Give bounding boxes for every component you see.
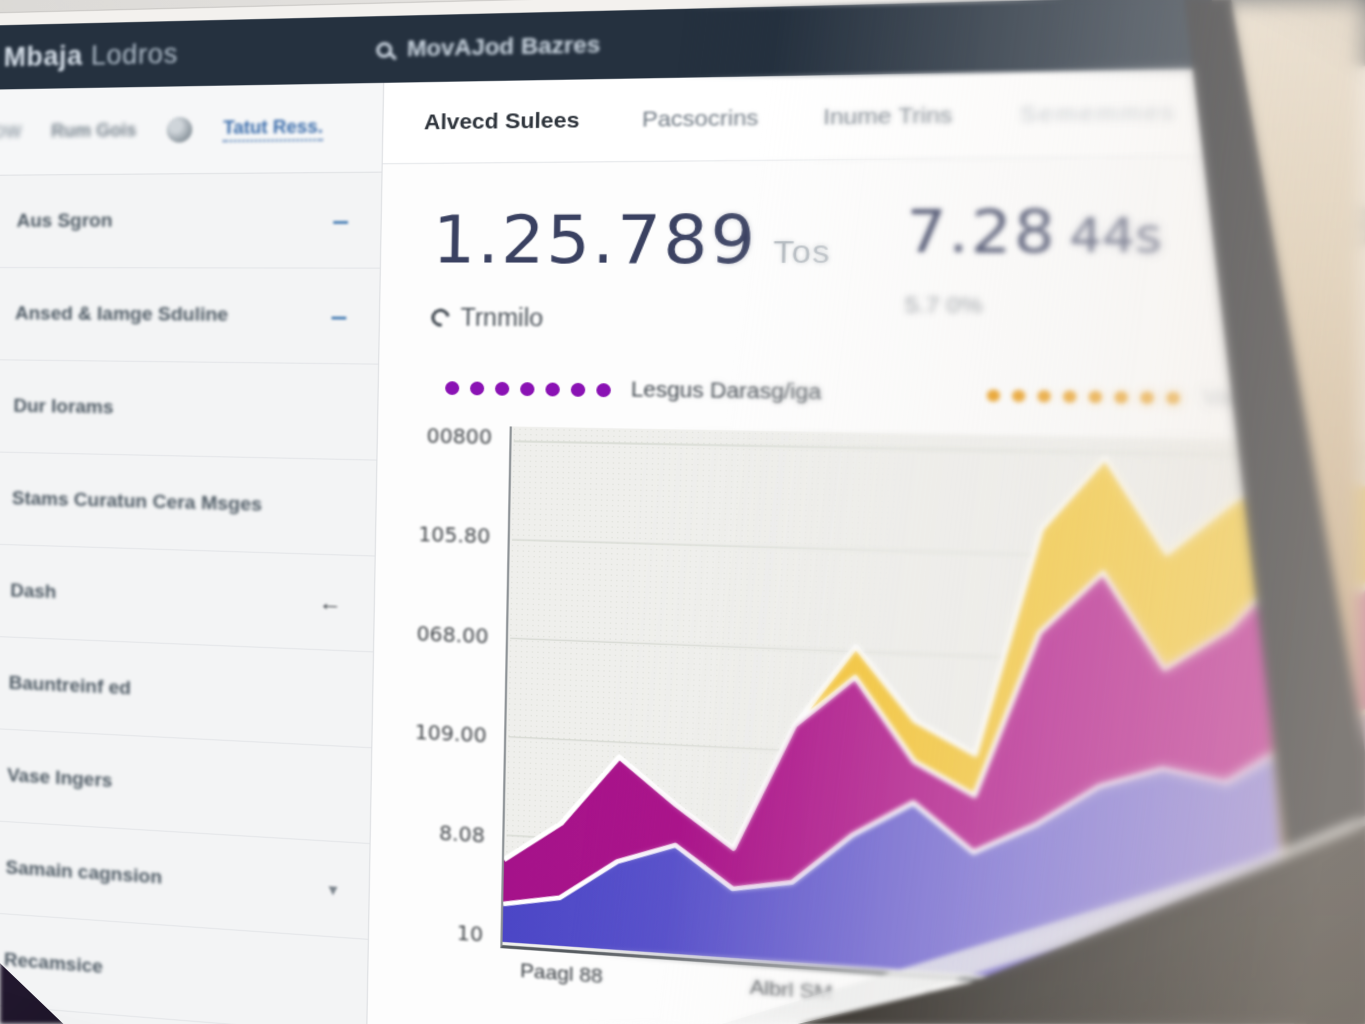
- chart-area: 00800 105.80 068.00 109.00 8.08 10: [369, 399, 1365, 1024]
- metric-secondary-value2: 44s: [1068, 208, 1163, 264]
- toolbar-fragment: OW: [0, 121, 22, 142]
- metric-primary-sub: Trnmilo: [427, 303, 830, 335]
- sidebar-item-label: Samain cagnsion: [5, 856, 163, 889]
- table-row-label: [1277, 933, 1365, 961]
- legend-dot: [545, 382, 560, 397]
- toolbar-circle-icon[interactable]: [166, 116, 193, 143]
- chevron-down-icon[interactable]: ▾: [328, 880, 338, 899]
- summary-table: [1273, 933, 1365, 1024]
- back-arrow-icon[interactable]: ←: [318, 588, 343, 616]
- metric-secondary: 7.28 44s 5.7 0%: [904, 198, 1163, 338]
- metrics-row: 1.25.789 Tos Trnmilo 7.28 44s 5.7 0% 28.88…: [380, 152, 1365, 343]
- sidebar-toolbar: OW Rum Gois Tatut Ress.: [0, 82, 384, 176]
- x-tick-label: AA 9.8: [921, 988, 989, 1017]
- metric-primary-sub-label: Trnmilo: [460, 303, 544, 332]
- legend-primary-label: Lesgus Darasg/iga: [630, 378, 822, 405]
- legend-dot: [1165, 391, 1180, 405]
- sidebar-item-label: Stams Curatun Cera Msges: [11, 487, 263, 516]
- x-tick-label: Albrl SM: [749, 976, 833, 1006]
- x-tick-label: Ale 9: [1211, 1009, 1267, 1024]
- legend-dot: [1088, 390, 1103, 404]
- y-tick-label: 105.80: [418, 523, 491, 549]
- tabs-search-icon[interactable]: [1246, 104, 1263, 119]
- legend-dot: [445, 381, 460, 396]
- toolbar-runs-item[interactable]: Rum Gois: [51, 119, 137, 142]
- sidebar-item-3[interactable]: Dur Iorams: [0, 360, 379, 461]
- app-logo[interactable]: Mbaja Lodros: [3, 38, 178, 73]
- legend-secondary[interactable]: Vae lel Tra: [986, 383, 1321, 413]
- legend-secondary-label: Vae lel Tra: [1201, 385, 1322, 413]
- toolbar-tatut-link[interactable]: Tatut Ress.: [223, 115, 324, 142]
- tab-3[interactable]: Inume Trins: [823, 102, 953, 130]
- metric-primary: 1.25.789 Tos Trnmilo: [427, 199, 832, 335]
- metric-tertiary-sub: Iy nas cint: [1240, 284, 1345, 309]
- sidebar-item-label: Vase Ingers: [6, 764, 113, 792]
- tab-4[interactable]: Sememmes: [1019, 99, 1177, 127]
- legend-dot: [1011, 389, 1026, 403]
- legend-dot: [520, 382, 535, 397]
- collapse-icon[interactable]: –: [332, 203, 350, 236]
- sidebar-item-label: Bauntreinf ed: [8, 672, 132, 699]
- y-tick-label: 10: [456, 921, 484, 947]
- table-row[interactable]: [1276, 973, 1365, 1024]
- sidebar-item-label: Ansed & Iamge Sduline: [14, 302, 229, 326]
- chart-y-axis-labels: 00800 105.80 068.00 109.00 8.08 10: [380, 424, 510, 948]
- y-tick-label: 8.08: [438, 821, 486, 848]
- topbar-search[interactable]: MovAJod Bazres: [375, 31, 601, 63]
- tab-1[interactable]: Alvecd Sulees: [423, 107, 580, 135]
- sidebar-item-1[interactable]: Aus Sgron –: [0, 172, 382, 269]
- sidebar-item-2[interactable]: Ansed & Iamge Sduline –: [0, 267, 380, 365]
- sidebar-item-label: Dash: [10, 579, 57, 603]
- sidebar-item-label: Dur Iorams: [13, 395, 114, 418]
- legend-dot: [494, 381, 510, 396]
- legend-dots-purple: [445, 381, 611, 398]
- app-logo-light: Lodros: [90, 37, 179, 71]
- y-tick-label: 00800: [426, 424, 493, 450]
- search-label: MovAJod Bazres: [406, 31, 601, 62]
- table-row[interactable]: [1277, 933, 1365, 972]
- legend-dots-orange: [986, 389, 1180, 405]
- metric-primary-unit: Tos: [772, 234, 832, 271]
- legend-dot: [1062, 390, 1077, 403]
- collapse-icon[interactable]: –: [330, 299, 348, 332]
- legend-dot: [570, 382, 586, 397]
- x-tick-label: AAP 9: [1069, 999, 1136, 1024]
- main-panel: Alvecd Sulees Pacsocrins Inume Trins Sem…: [364, 58, 1365, 1024]
- legend-dot: [1114, 391, 1128, 404]
- table-row-label: [1276, 978, 1365, 1007]
- sidebar: OW Rum Gois Tatut Ress. Aus Sgron – Ansed …: [0, 82, 385, 1024]
- sidebar-item-5[interactable]: Dash ←: [0, 543, 375, 653]
- x-tick-label: Paagl 88: [519, 960, 604, 989]
- metric-secondary-value: 7.28: [905, 198, 1059, 267]
- legend-dot: [1037, 390, 1051, 403]
- chart-svg: [502, 426, 1365, 1011]
- legend-dot: [596, 383, 611, 398]
- app-logo-bold: Mbaja: [3, 39, 83, 72]
- sidebar-item-4[interactable]: Stams Curatun Cera Msges: [0, 451, 377, 557]
- metric-tertiary-value: 28.88.98: [1241, 196, 1365, 258]
- sidebar-item-label: Recamsice: [3, 948, 103, 978]
- legend-dot: [1139, 391, 1154, 404]
- search-icon: [375, 41, 393, 58]
- metric-primary-value: 1.25.789: [432, 199, 759, 280]
- metric-secondary-sub: 5.7 0%: [904, 292, 984, 319]
- y-tick-label: 109.00: [414, 721, 487, 748]
- tab-2[interactable]: Pacsocrins: [641, 105, 759, 132]
- stacked-area-chart: [500, 426, 1365, 1017]
- sidebar-item-label: Aus Sgron: [16, 209, 113, 232]
- metric-tertiary: 28.88.98 Iy nas cint: [1240, 196, 1365, 340]
- y-tick-label: 068.00: [416, 622, 489, 649]
- legend-dot: [469, 381, 485, 396]
- refresh-icon[interactable]: [427, 305, 454, 331]
- legend-dot: [986, 389, 1000, 402]
